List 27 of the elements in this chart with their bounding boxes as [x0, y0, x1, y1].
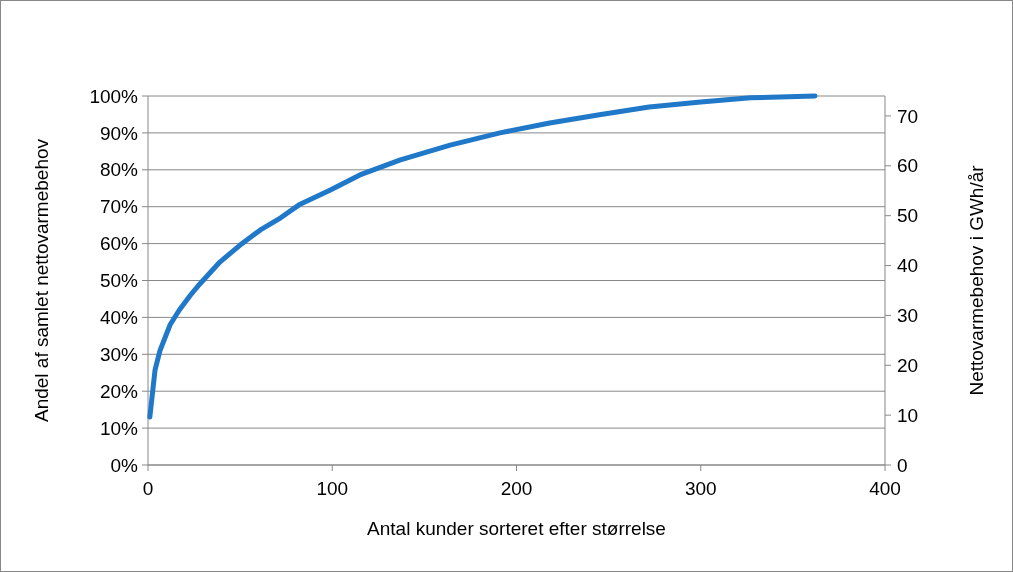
- y-tick-label: 50%: [99, 270, 139, 292]
- y2-tick-label: 40: [897, 255, 919, 277]
- y2-tick-label: 60: [897, 155, 919, 177]
- x-tick-label: 0: [142, 478, 154, 499]
- x-axis-title: Antal kunder sorteret efter størrelse: [367, 518, 666, 539]
- y-tick-label: 80%: [99, 159, 139, 181]
- y2-tick-label: 10: [897, 404, 919, 426]
- y-tick-label: 0%: [110, 454, 139, 476]
- y2-tick-label: 50: [897, 205, 919, 227]
- y2-tick-label: 0: [897, 454, 908, 476]
- y-tick-label: 90%: [99, 122, 139, 144]
- x-tick-label: 100: [316, 478, 349, 499]
- x-tick-label: 400: [869, 478, 901, 499]
- x-tick-label: 200: [500, 478, 533, 499]
- y2-tick-label: 30: [897, 305, 919, 327]
- y-tick-label: 40%: [99, 307, 139, 329]
- y-tick-label: 30%: [99, 343, 139, 365]
- y-tick-label: 20%: [99, 380, 139, 402]
- y-axis-title: Andel af samlet nettovarmebehov: [31, 138, 52, 423]
- y2-tick-label: 20: [897, 354, 919, 376]
- y-tick-label: 70%: [99, 196, 139, 218]
- y2-tick-label: 70: [897, 105, 919, 127]
- y-tick-label: 10%: [99, 417, 139, 439]
- y2-axis-title: Nettovarmebehov i GWh/år: [966, 164, 987, 396]
- y-tick-label: 100%: [89, 85, 139, 107]
- y-tick-label: 60%: [99, 233, 139, 255]
- x-tick-label: 300: [684, 478, 717, 499]
